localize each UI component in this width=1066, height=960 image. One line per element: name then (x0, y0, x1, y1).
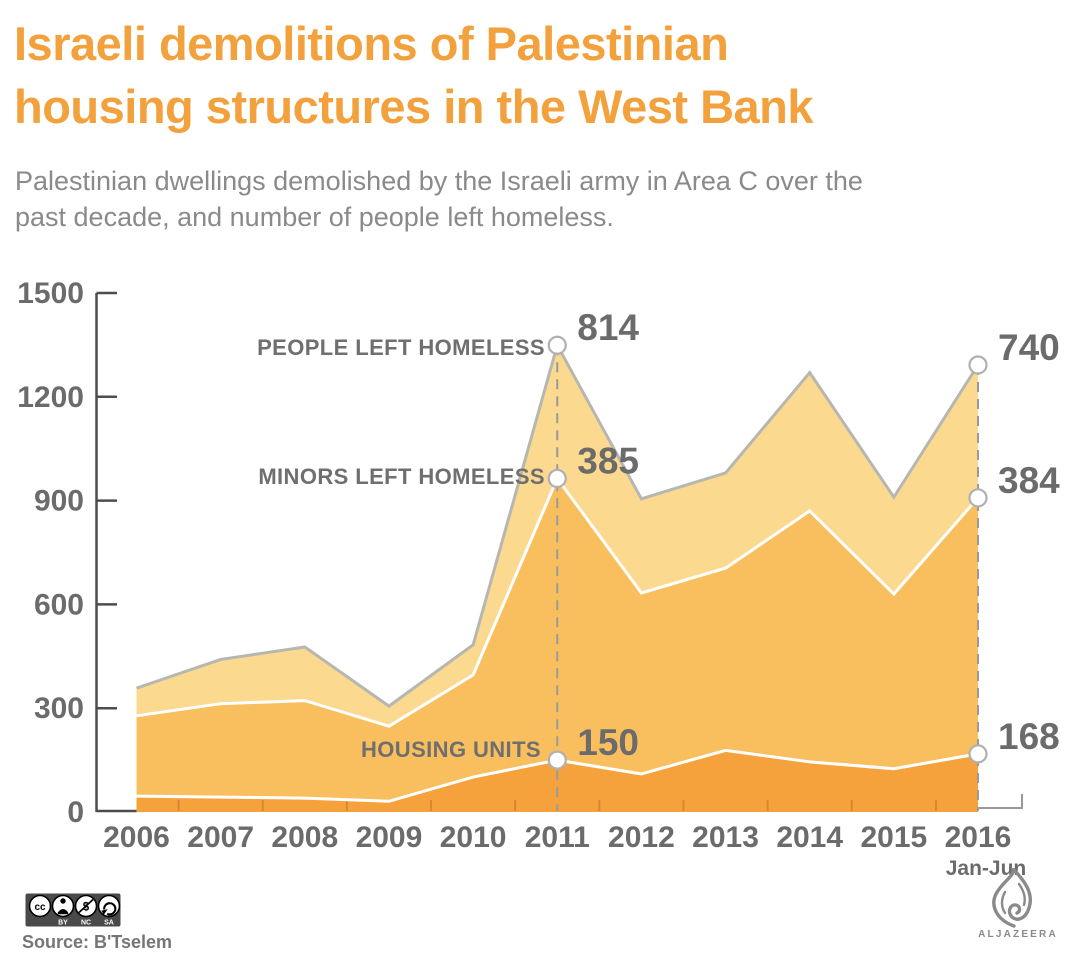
data-point-marker (547, 468, 567, 489)
series-label-housing-units: HOUSING UNITS (361, 737, 541, 762)
x-axis-label: 2010 (440, 821, 507, 854)
annotation-value-label: 384 (998, 460, 1060, 501)
source-credit: Source: B'Tselem (22, 932, 172, 952)
y-axis-tick-label: 900 (34, 485, 84, 518)
page-title: Israeli demolitions of Palestinian housi… (14, 12, 814, 138)
svg-text:$: $ (83, 902, 90, 914)
annotation-value-label: 385 (577, 440, 639, 481)
data-point-marker (968, 744, 988, 764)
share-alike-icon (97, 894, 121, 918)
x-axis-end-bracket (978, 794, 1023, 809)
data-point-marker (547, 750, 567, 770)
area-band-minors-left-homeless (136, 345, 978, 727)
aljazeera-logo-text: ALJAZEERA (978, 929, 1058, 940)
cc-by-label: BY (58, 920, 68, 927)
x-axis-label: 2011 (525, 821, 590, 854)
annotation-value-label: 168 (998, 716, 1060, 757)
page-title-line-2: housing structures in the West Bank (14, 80, 814, 133)
series-label-people-left-homeless: PEOPLE LEFT HOMELESS (257, 335, 545, 360)
cc-license-badge: cc $ BY NC SA (25, 893, 121, 927)
x-axis-label: 2014 (776, 821, 843, 854)
x-axis-label: 2015 (860, 821, 927, 854)
page-title-line-1: Israeli demolitions of Palestinian (14, 17, 729, 70)
x-axis-label: 2009 (356, 821, 423, 854)
data-point-marker (547, 335, 567, 355)
series-label-minors-left-homeless: MINORS LEFT HOMELESS (258, 464, 545, 489)
non-commercial-icon: $ (74, 894, 98, 918)
y-axis-tick-label: 1500 (17, 277, 84, 310)
page-subtitle-line-1: Palestinian dwellings demolished by the … (15, 166, 863, 196)
data-point-marker (968, 488, 988, 508)
x-axis-label: 2016 (945, 821, 1012, 854)
area-band-housing-units (136, 750, 978, 812)
y-axis-tick-label: 0 (67, 796, 84, 829)
y-axis-tick-label: 300 (34, 692, 84, 725)
aljazeera-flame-logo-icon (992, 868, 1032, 928)
page-subtitle: Palestinian dwellings demolished by the … (15, 163, 863, 235)
annotation-value-label: 814 (577, 307, 639, 348)
x-axis-label: 2006 (103, 821, 170, 854)
cc-icon: cc (28, 894, 52, 918)
x-axis-label: 2013 (692, 821, 759, 854)
y-axis-tick-label: 600 (34, 588, 84, 621)
x-axis-label: 2007 (187, 821, 254, 854)
annotation-value-label: 150 (577, 722, 639, 763)
cc-nc-label: NC (81, 920, 91, 927)
x-axis-sublabel: Jan-Jun (946, 857, 1027, 880)
annotation-value-label: 740 (998, 327, 1060, 368)
x-axis-label: 2008 (271, 821, 338, 854)
attribution-person-icon (51, 894, 75, 918)
data-point-marker (968, 355, 988, 375)
x-axis-label: 2012 (608, 821, 675, 854)
cc-sa-label: SA (104, 920, 114, 927)
svg-text:cc: cc (34, 902, 46, 913)
y-axis-tick-label: 1200 (17, 381, 84, 414)
page-subtitle-line-2: past decade, and number of people left h… (15, 202, 614, 232)
